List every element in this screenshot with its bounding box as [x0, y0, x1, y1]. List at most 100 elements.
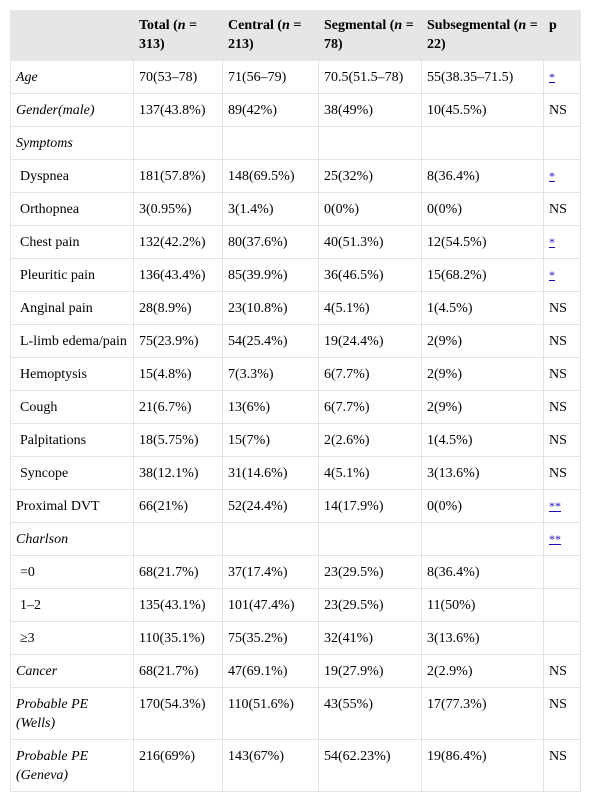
cell [318, 522, 422, 556]
cell: 43(55%) [318, 687, 422, 740]
p-cell: NS [543, 390, 581, 424]
footnote-link[interactable]: ** [549, 499, 561, 513]
row-label: Probable PE (Geneva) [10, 739, 134, 792]
cell: 216(69%) [133, 739, 223, 792]
header-cell [10, 10, 134, 61]
cell: 4(5.1%) [318, 291, 422, 325]
p-cell: ** [543, 489, 581, 523]
cell: 3(13.6%) [421, 456, 544, 490]
cell [133, 126, 223, 160]
cell: 137(43.8%) [133, 93, 223, 127]
header-text: Total ( [139, 18, 178, 33]
row-label: Cancer [10, 654, 134, 688]
table-row: 1–2 135(43.1%) 101(47.4%) 23(29.5%) 11(50%) [10, 588, 581, 622]
cell: 23(29.5%) [318, 588, 422, 622]
table-row: Gender(male) 137(43.8%) 89(42%) 38(49%) 10(4… [10, 93, 581, 127]
table-row: Syncope 38(12.1%) 31(14.6%) 4(5.1%) 3(13.6%)… [10, 456, 581, 490]
header-row: Total (n = 313) Central (n = 213) Segmenta… [10, 10, 581, 61]
row-label: Probable PE (Wells) [10, 687, 134, 740]
cell: 2(2.6%) [318, 423, 422, 457]
row-label: Pleuritic pain [10, 258, 134, 292]
cell: 18(5.75%) [133, 423, 223, 457]
table-row: Orthopnea 3(0.95%) 3(1.4%) 0(0%) 0(0%) NS [10, 192, 581, 226]
cell: 7(3.3%) [222, 357, 319, 391]
cell: 15(7%) [222, 423, 319, 457]
row-label: ≥3 [10, 621, 134, 655]
cell: 17(77.3%) [421, 687, 544, 740]
row-label: Gender(male) [10, 93, 134, 127]
cell: 101(47.4%) [222, 588, 319, 622]
table-row: Pleuritic pain 136(43.4%) 85(39.9%) 36(46.5… [10, 258, 581, 292]
footnote-link[interactable]: ** [549, 532, 561, 546]
p-cell: NS [543, 456, 581, 490]
cell: 55(38.35–71.5) [421, 60, 544, 94]
cell: 25(32%) [318, 159, 422, 193]
row-label: Anginal pain [10, 291, 134, 325]
cell [133, 522, 223, 556]
row-label: Hemoptysis [10, 357, 134, 391]
p-cell [543, 555, 581, 589]
cell: 148(69.5%) [222, 159, 319, 193]
cell: 6(7.7%) [318, 357, 422, 391]
cell: 8(36.4%) [421, 159, 544, 193]
header-text: n [282, 18, 290, 33]
header-text: n [177, 18, 186, 33]
table-row: Chest pain 132(42.2%) 80(37.6%) 40(51.3%) 12… [10, 225, 581, 259]
cell: 110(35.1%) [133, 621, 223, 655]
cell: 52(24.4%) [222, 489, 319, 523]
p-cell: NS [543, 324, 581, 358]
cell: 2(9%) [421, 324, 544, 358]
cell: 70.5(51.5–78) [318, 60, 422, 94]
footnote-link[interactable]: * [549, 268, 555, 282]
cell: 75(23.9%) [133, 324, 223, 358]
header-text: n [518, 18, 527, 33]
row-label: Dyspnea [10, 159, 134, 193]
cell: 68(21.7%) [133, 555, 223, 589]
cell: 19(86.4%) [421, 739, 544, 792]
row-label: Syncope [10, 456, 134, 490]
footnote-link[interactable]: * [549, 70, 555, 84]
p-cell [543, 621, 581, 655]
cell: 38(49%) [318, 93, 422, 127]
cell: 136(43.4%) [133, 258, 223, 292]
cell: 23(10.8%) [222, 291, 319, 325]
header-text: Segmental ( [324, 18, 395, 33]
cell: 85(39.9%) [222, 258, 319, 292]
header-text: n [394, 18, 403, 33]
cell: 11(50%) [421, 588, 544, 622]
cell: 36(46.5%) [318, 258, 422, 292]
header-cell: p [543, 10, 581, 61]
cell: 3(1.4%) [222, 192, 319, 226]
cell [318, 126, 422, 160]
header-text: Subsegmental ( [427, 18, 519, 33]
table-row: Probable PE (Wells) 170(54.3%) 110(51.6%) 4… [10, 687, 581, 740]
table-row: Charlson ** [10, 522, 581, 556]
row-label: Orthopnea [10, 192, 134, 226]
header-text: = 313) [139, 18, 198, 52]
cell: 170(54.3%) [133, 687, 223, 740]
row-label: L-limb edema/pain [10, 324, 134, 358]
row-label: Symptoms [10, 126, 134, 160]
p-cell: * [543, 159, 581, 193]
cell [421, 126, 544, 160]
header-cell: Segmental (n = 78) [318, 10, 422, 61]
header-text: Central ( [228, 18, 283, 33]
cell: 110(51.6%) [222, 687, 319, 740]
header-text: = 213) [228, 18, 302, 52]
cell: 15(68.2%) [421, 258, 544, 292]
cell: 3(0.95%) [133, 192, 223, 226]
cell: 143(67%) [222, 739, 319, 792]
cell: 68(21.7%) [133, 654, 223, 688]
cell: 132(42.2%) [133, 225, 223, 259]
p-cell [543, 126, 581, 160]
cell: 75(35.2%) [222, 621, 319, 655]
footnote-link[interactable]: * [549, 169, 555, 183]
table-row: Proximal DVT 66(21%) 52(24.4%) 14(17.9%) 0(0… [10, 489, 581, 523]
cell: 47(69.1%) [222, 654, 319, 688]
p-cell: ** [543, 522, 581, 556]
p-cell: NS [543, 687, 581, 740]
cell: 1(4.5%) [421, 423, 544, 457]
p-cell: NS [543, 423, 581, 457]
footnote-link[interactable]: * [549, 235, 555, 249]
